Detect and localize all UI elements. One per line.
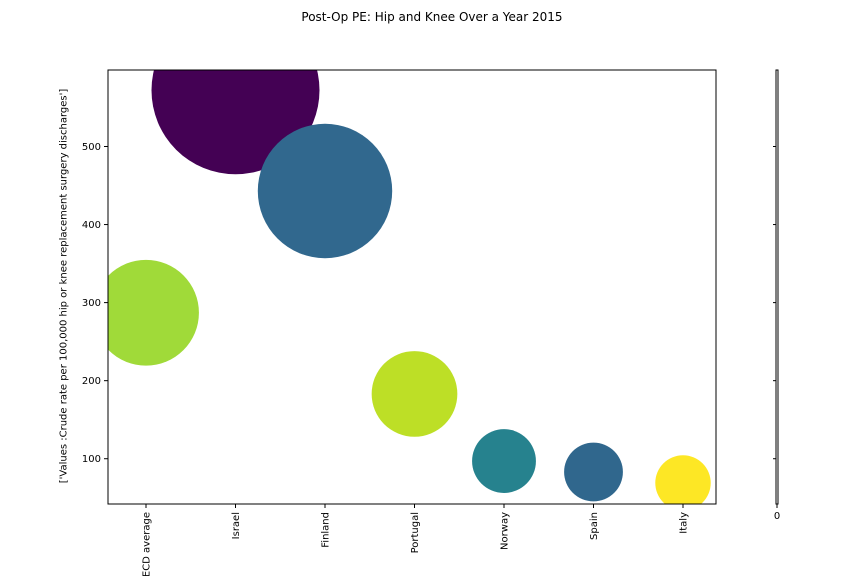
bubble-oecd-average: [108, 259, 199, 366]
bubble-italy: [655, 455, 711, 504]
colorbar-tick-label: 0: [774, 511, 780, 522]
x-tick-label: OECD average: [142, 512, 153, 576]
x-tick-label: Portugal: [410, 512, 421, 553]
bubble-layer: [108, 70, 711, 504]
colorbar-frame: [775, 69, 779, 505]
plot-frame: [107, 69, 717, 505]
bubble-finland: [257, 123, 393, 259]
y-tick-label: 300: [82, 298, 101, 309]
x-tick-label: Spain: [589, 512, 600, 540]
y-tick-label: 200: [82, 376, 101, 387]
bubble-portugal: [371, 351, 458, 437]
x-tick-label: Italy: [679, 512, 690, 534]
chart-title: Post-Op PE: Hip and Knee Over a Year 201…: [301, 10, 563, 24]
y-tick-label: 100: [82, 454, 101, 465]
x-tick-label: Israel: [231, 512, 242, 539]
x-tick-label: Finland: [321, 512, 332, 548]
y-tick-label: 400: [82, 220, 101, 231]
bubble-spain: [564, 442, 623, 502]
x-axis: OECD average Israel Finland Portugal Norway S…: [142, 504, 690, 576]
x-tick-label: Norway: [500, 512, 511, 550]
y-tick-label: 500: [82, 142, 101, 153]
bubble-norway: [472, 429, 536, 493]
colorbar: 0: [774, 69, 780, 522]
